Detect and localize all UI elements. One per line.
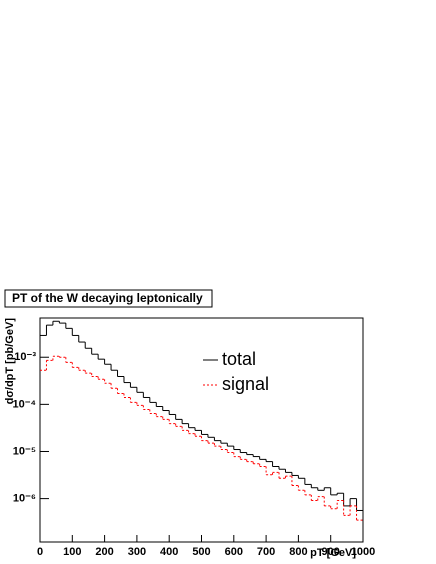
x-tick-label: 100 — [63, 546, 81, 558]
y-axis-label: dσ/dpT [pb/GeV] — [4, 318, 16, 405]
y-tick-label: 10⁻⁶ — [13, 493, 36, 505]
y-tick-label: 10⁻⁵ — [13, 445, 36, 457]
x-tick-label: 600 — [225, 546, 243, 558]
x-tick-label: 1000 — [351, 546, 375, 558]
x-tick-label: 400 — [160, 546, 178, 558]
legend-label: total — [222, 349, 256, 369]
x-tick-label: 500 — [192, 546, 210, 558]
x-tick-label: 700 — [257, 546, 275, 558]
legend-label: signal — [222, 374, 269, 394]
x-tick-label: 0 — [37, 546, 43, 558]
x-tick-label: 900 — [322, 546, 340, 558]
x-tick-label: 800 — [289, 546, 307, 558]
chart-title: PT of the W decaying leptonically — [12, 291, 203, 305]
x-tick-label: 200 — [95, 546, 113, 558]
y-tick-label: 10⁻⁴ — [13, 398, 36, 410]
x-axis-label: pT [GeV] — [310, 547, 356, 559]
y-tick-label: 10⁻³ — [14, 351, 36, 363]
x-tick-label: 300 — [128, 546, 146, 558]
title-box — [4, 289, 213, 308]
